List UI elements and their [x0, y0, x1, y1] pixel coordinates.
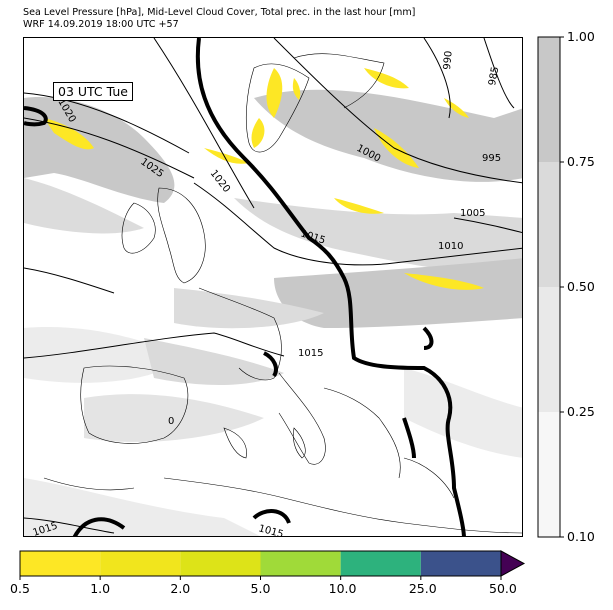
precip-colorbar-tick-label: 5.0: [250, 581, 271, 596]
chart-subtitle: WRF 14.09.2019 18:00 UTC +57: [23, 19, 179, 30]
cloud-colorbar-segment: [538, 287, 560, 412]
precip-colorbar-tick-label: 25.0: [408, 581, 437, 596]
weather-map: 1020 1025 1020 1015 1000 995 985 990 100…: [23, 37, 523, 537]
cloud-colorbar-segment: [538, 412, 560, 537]
isobar-label: 1015: [298, 348, 323, 359]
precip-colorbar-segment: [100, 551, 181, 576]
isobar-label: 995: [482, 153, 501, 164]
isobar-label: 0: [168, 416, 174, 427]
cloud-colorbar-tick-label: 0.75: [567, 154, 595, 169]
precip-colorbar-segment: [420, 551, 501, 576]
precip-colorbar-tick-label: 50.0: [489, 581, 517, 596]
map-canvas: 1020 1025 1020 1015 1000 995 985 990 100…: [24, 38, 522, 536]
precip-colorbar-tick-label: 2.0: [170, 581, 191, 596]
cloud-colorbar-tick-label: 0.50: [567, 279, 595, 294]
isobar-label: 990: [442, 50, 455, 70]
precip-colorbar-segment: [180, 551, 261, 576]
isobar-label: 985: [487, 66, 501, 87]
cloud-colorbar-tick-label: 1.00: [567, 29, 595, 44]
precip-colorbar-tick-label: 1.0: [90, 581, 111, 596]
cloud-colorbar-segment: [538, 37, 560, 162]
precip-colorbar-segment: [340, 551, 421, 576]
precip-colorbar-tick-label: 10.0: [328, 581, 357, 596]
precip-colorbar-segment: [260, 551, 341, 576]
isobar-label: 1010: [438, 241, 463, 252]
cloud-colorbar-tick-label: 0.10: [567, 529, 595, 544]
precip-colorbar-tick-label: 0.5: [10, 581, 30, 596]
cloud-colorbar-tick-label: 0.25: [567, 404, 595, 419]
chart-title: Sea Level Pressure [hPa], Mid-Level Clou…: [23, 7, 416, 18]
isobar-label: 1005: [460, 208, 485, 219]
coastlines: [43, 53, 522, 534]
cloud-cover-layer: [24, 89, 522, 536]
precip-colorbar-extend-arrow: [500, 550, 526, 577]
precip-colorbar-segment: [20, 551, 101, 576]
thick-isobars: [24, 38, 466, 536]
precipitation-layer: [44, 68, 484, 290]
cloud-colorbar-segment: [538, 162, 560, 287]
time-label-box: 03 UTC Tue: [53, 82, 133, 101]
